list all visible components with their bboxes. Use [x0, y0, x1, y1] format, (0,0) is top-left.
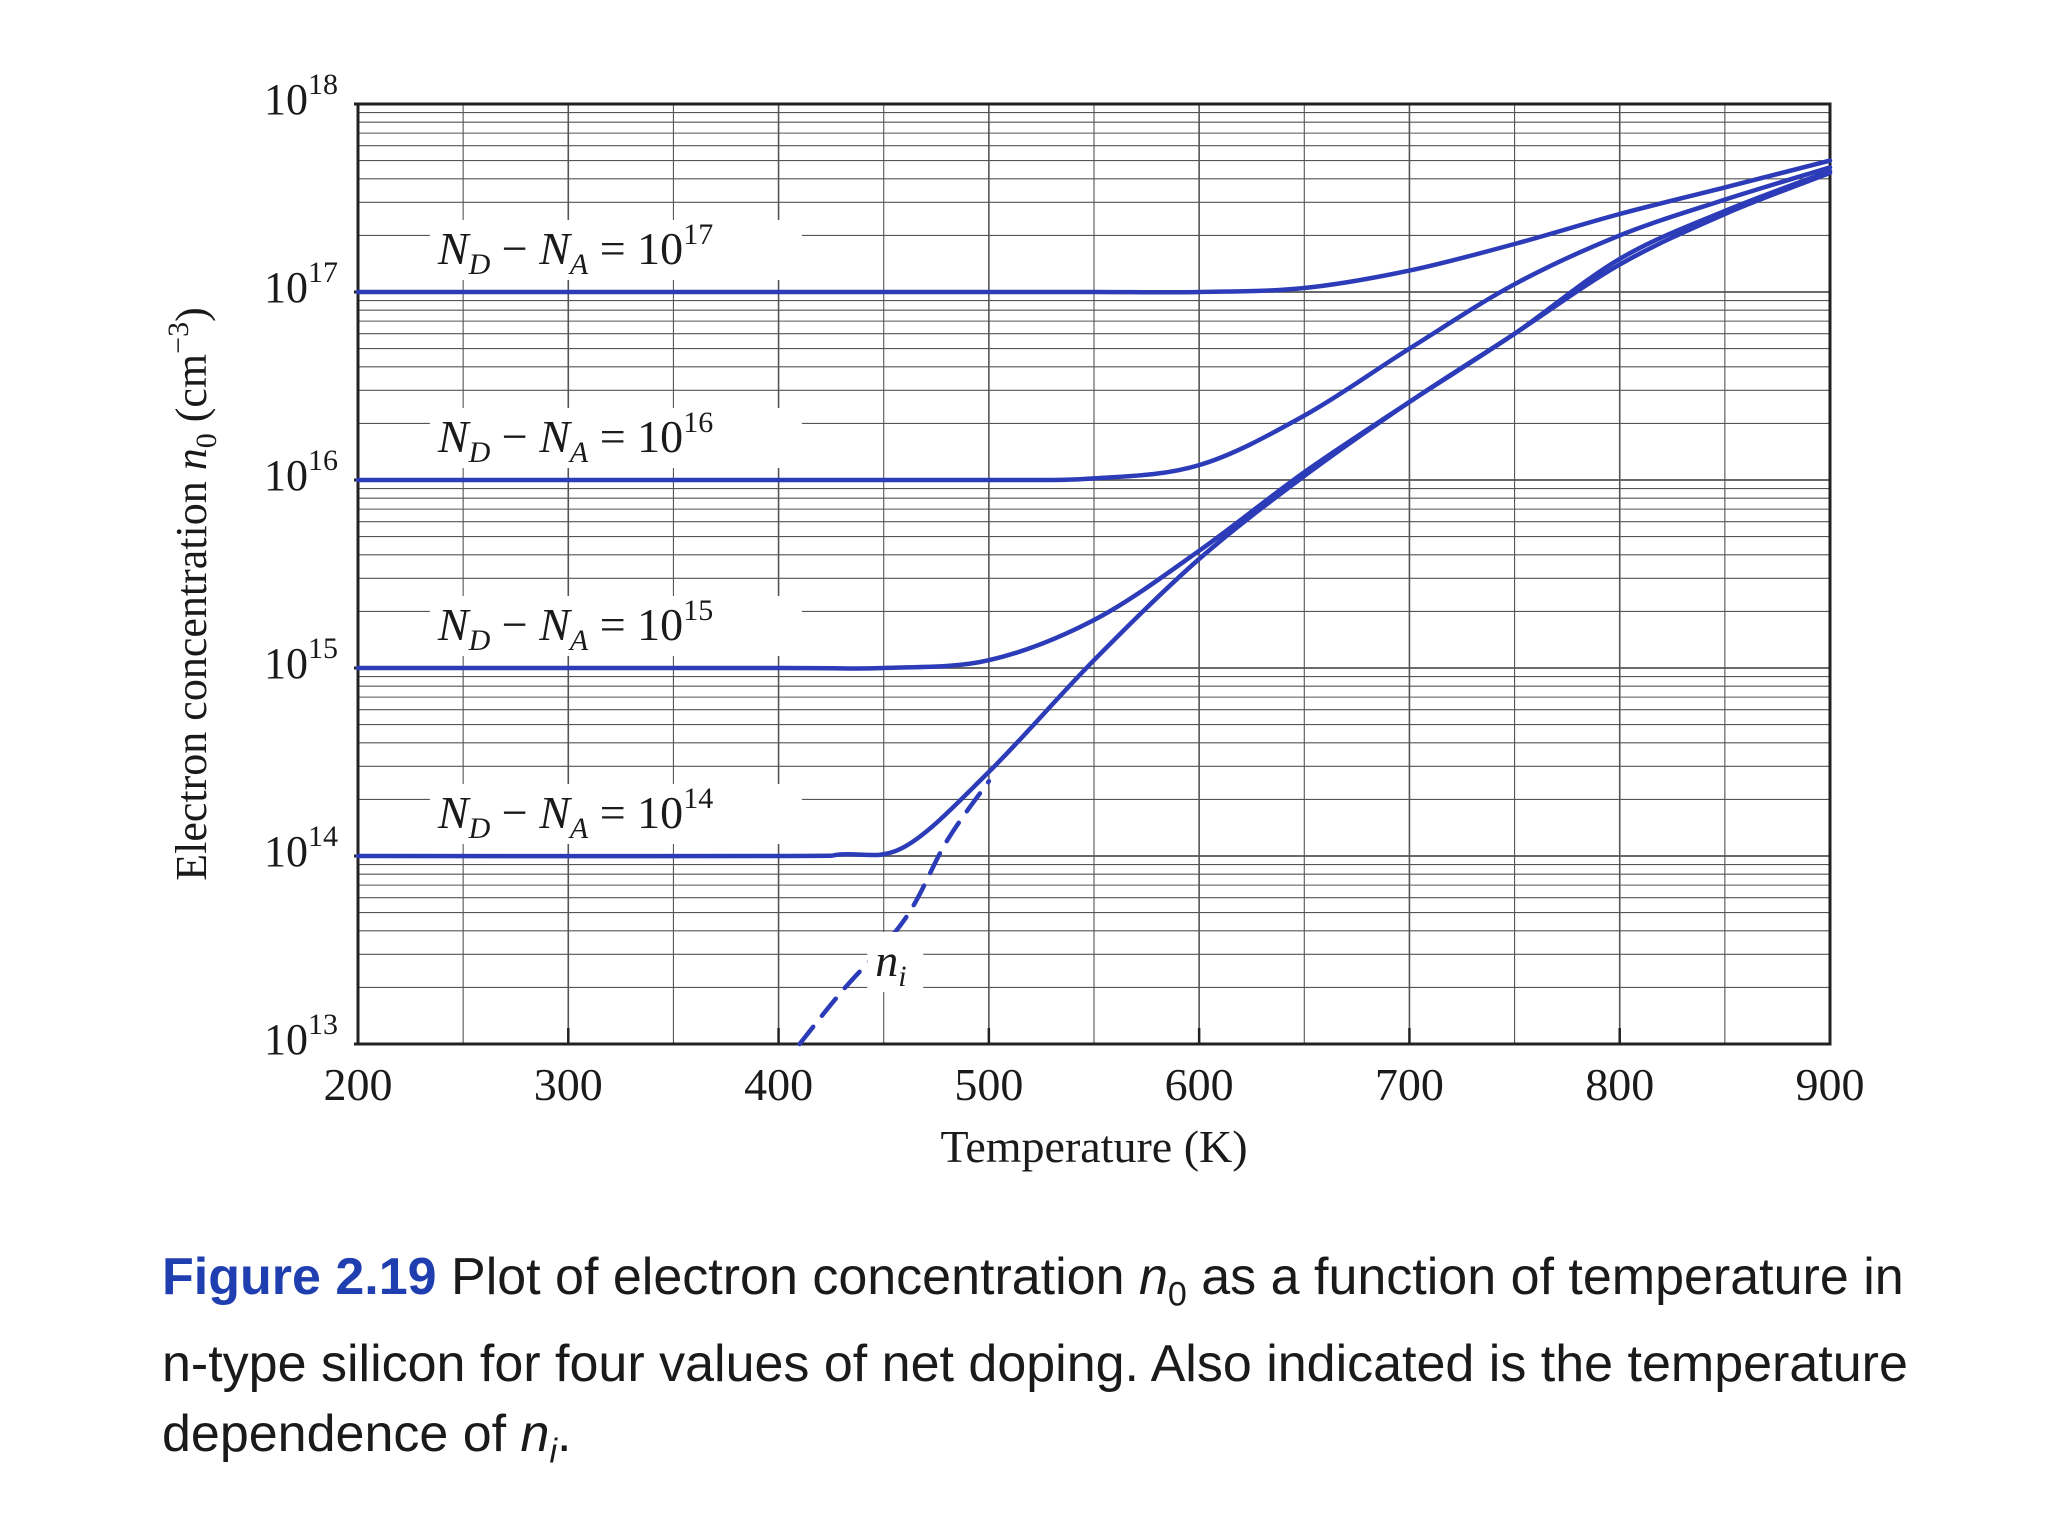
series-label: ND − NA = 1014: [437, 782, 713, 845]
caption-text-3: .: [557, 1405, 572, 1464]
caption-label: Figure 2.19: [162, 1248, 437, 1306]
series-line-2: [355, 165, 1833, 483]
y-axis-label-exp: −3: [162, 322, 195, 354]
x-axis-label: Temperature (K): [940, 1121, 1247, 1172]
y-tick-label: 1013: [264, 1008, 338, 1064]
y-axis-label-unit-open: (cm: [167, 354, 216, 433]
series-label: ND − NA = 1016: [437, 406, 713, 469]
y-axis-ticks: 1013 1014 1015 1016 1017 1018: [264, 68, 338, 1064]
y-tick-label: 1014: [264, 820, 338, 876]
x-tick-label: 200: [324, 1059, 393, 1110]
x-axis-ticks: 200 300 400 500 600 700 800 900: [324, 1059, 1865, 1110]
series-label-background: [429, 784, 802, 844]
series-ni-line: [797, 778, 992, 1047]
x-tick-label: 700: [1375, 1059, 1444, 1110]
x-tick-label: 900: [1796, 1059, 1865, 1110]
caption-var: n: [1138, 1248, 1168, 1306]
y-axis-label-sub: 0: [190, 433, 223, 448]
y-axis-label: Electron concentration n0 (cm−3): [162, 307, 223, 880]
series-label: ND − NA = 1017: [437, 218, 713, 281]
caption-var-sub: 0: [1167, 1275, 1187, 1314]
series-label-ni: ni: [875, 935, 906, 993]
series-label-background: [867, 931, 924, 992]
plot-frame: [356, 102, 1832, 1046]
series-label: ND − NA = 1015: [437, 594, 713, 657]
series-label-background: [429, 408, 802, 468]
x-tick-label: 300: [534, 1059, 603, 1110]
figure-caption: Figure 2.19 Plot of electron concentrati…: [162, 1242, 1922, 1487]
y-axis-label-main: Electron concentration: [167, 470, 216, 880]
caption-var2: n: [520, 1405, 550, 1464]
series-labels: ND − NA = 1017 ND − NA = 1016 ND − NA = 10…: [429, 218, 924, 993]
x-tick-label: 400: [744, 1059, 813, 1110]
y-axis-label-unit-close: ): [167, 307, 216, 322]
series-line-3: [355, 168, 1833, 671]
series-lines: [355, 158, 1833, 1047]
y-axis-label-var: n: [167, 448, 216, 470]
x-tick-label: 800: [1585, 1059, 1654, 1110]
y-tick-label: 1016: [264, 444, 338, 500]
series-label-background: [429, 596, 802, 656]
y-tick-label: 1018: [264, 68, 338, 124]
caption-text-1: Plot of electron concentration: [436, 1248, 1139, 1306]
caption-var2-sub: i: [549, 1432, 558, 1471]
y-tick-label: 1015: [264, 632, 338, 688]
x-tick-label: 500: [954, 1059, 1023, 1110]
series-line-1: [355, 158, 1833, 295]
caption-text-2: as a function of temperature in n-type s…: [162, 1248, 1908, 1464]
series-label-background: [429, 220, 802, 280]
x-tick-label: 600: [1165, 1059, 1234, 1110]
y-tick-label: 1017: [264, 256, 338, 312]
series-line-4: [355, 170, 1833, 859]
